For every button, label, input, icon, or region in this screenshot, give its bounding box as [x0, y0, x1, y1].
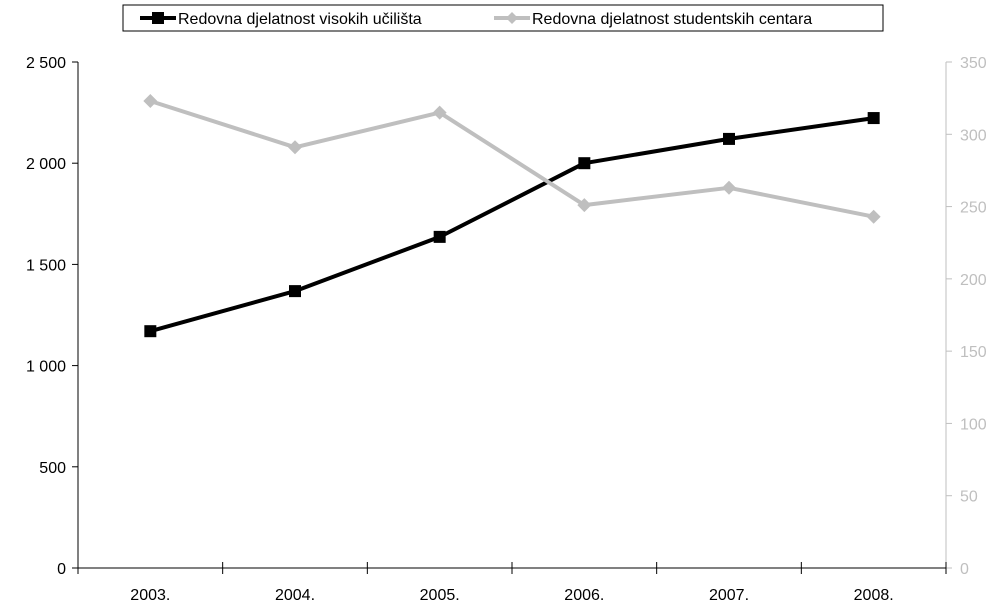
- y-left-tick-label: 2 000: [26, 156, 66, 173]
- data-point-studentski-centri: [432, 105, 447, 120]
- y-left-tick-label: 1 000: [26, 359, 66, 376]
- data-point-studentski-centri: [143, 94, 158, 109]
- x-tick-label: 2004.: [275, 587, 315, 604]
- y-right-tick-label: 350: [960, 55, 987, 72]
- data-point-visoka-ucilista: [144, 325, 157, 338]
- data-point-visoka-ucilista: [578, 157, 591, 170]
- legend-marker-visoka-ucilista: [152, 12, 164, 24]
- x-tick-label: 2008.: [854, 587, 894, 604]
- data-point-visoka-ucilista: [433, 230, 446, 243]
- x-tick-label: 2007.: [709, 587, 749, 604]
- data-point-visoka-ucilista: [289, 285, 301, 298]
- axes: 0 500 1 000 1 500 2 000 2 500 0 50 100 150 200 250 3…: [26, 55, 987, 604]
- y-left-tick-label: 0: [57, 561, 66, 578]
- y-left-tick-label: 500: [39, 460, 66, 477]
- data-point-visoka-ucilista: [867, 112, 880, 125]
- data-point-visoka-ucilista: [723, 132, 735, 145]
- legend: Redovna djelatnost visokih učilišta Redo…: [122, 4, 884, 32]
- y-right-tick-label: 100: [960, 416, 987, 433]
- x-tick-label: 2005.: [420, 587, 460, 604]
- series-line-studentski-centri: [149, 99, 875, 219]
- y-right-tick-label: 0: [960, 561, 969, 578]
- x-tick-label: 2003.: [130, 587, 170, 604]
- y-right-tick-label: 300: [960, 127, 987, 144]
- data-point-studentski-centri: [288, 140, 302, 155]
- y-right-tick-label: 50: [960, 489, 978, 506]
- data-point-studentski-centri: [722, 180, 736, 195]
- legend-label-visoka-ucilista: Redovna djelatnost visokih učilišta: [178, 11, 422, 28]
- legend-label-studentski-centri: Redovna djelatnost studentskih centara: [532, 11, 812, 28]
- series-layer: [143, 94, 881, 338]
- data-point-studentski-centri: [866, 209, 881, 224]
- y-right-tick-label: 200: [960, 272, 987, 289]
- y-right-tick-label: 150: [960, 344, 987, 361]
- series-line-visoka-ucilista: [149, 116, 874, 334]
- y-left-tick-label: 1 500: [26, 257, 66, 274]
- x-tick-label: 2006.: [564, 587, 604, 604]
- y-right-tick-label: 250: [960, 200, 987, 217]
- legend-marker-studentski-centri: [506, 12, 518, 24]
- y-left-tick-label: 2 500: [26, 55, 66, 72]
- data-point-studentski-centri: [577, 198, 592, 213]
